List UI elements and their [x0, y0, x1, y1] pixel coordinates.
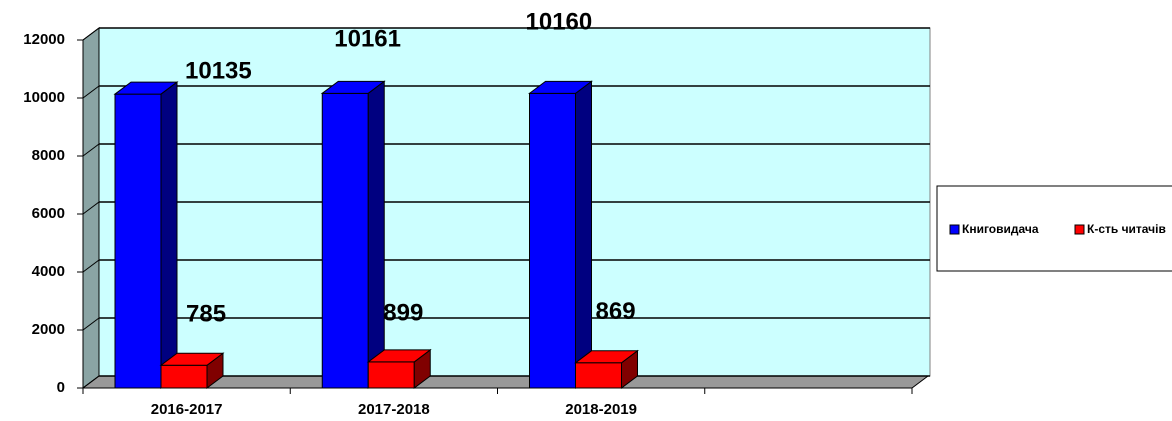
bar — [366, 348, 432, 389]
grid-line — [82, 143, 100, 157]
y-tick-label: 2000 — [32, 321, 65, 338]
y-tick-label: 10000 — [23, 89, 65, 106]
bar — [528, 80, 593, 389]
bar-face — [113, 81, 179, 95]
bar — [159, 352, 225, 389]
bar-face — [160, 364, 208, 389]
grid-line — [82, 375, 100, 389]
bar-face — [367, 361, 415, 389]
grid-line — [82, 27, 100, 41]
bar — [320, 80, 386, 389]
bar-face — [114, 93, 162, 389]
x-tick-label: 2017-2018 — [358, 401, 430, 418]
legend-label: Книговидача — [962, 222, 1039, 236]
value-label: 10135 — [185, 57, 252, 84]
bar-face — [367, 80, 385, 389]
grid-line — [82, 259, 100, 273]
x-tick-label: 2016-2017 — [151, 401, 223, 418]
value-label: 785 — [186, 301, 226, 328]
bar-face — [160, 81, 178, 389]
value-label: 899 — [383, 299, 423, 326]
y-tick-label: 4000 — [32, 263, 65, 280]
bar-face — [159, 352, 225, 366]
y-tick-label: 0 — [57, 379, 65, 396]
x-tick-label: 2018-2019 — [565, 401, 637, 418]
legend-label: К-сть читачів — [1087, 222, 1166, 236]
bar-face — [528, 80, 593, 94]
legend-swatch — [949, 224, 960, 235]
bar-face — [366, 349, 432, 363]
value-label: 10161 — [334, 26, 401, 53]
grid-line — [82, 201, 100, 215]
bar-face — [574, 350, 639, 364]
bar — [574, 349, 639, 389]
grid-line — [82, 317, 100, 331]
y-tick-label: 12000 — [23, 31, 65, 48]
value-label: 10160 — [526, 9, 593, 36]
bar-face — [575, 362, 622, 389]
bar-face — [321, 92, 369, 389]
y-tick-label: 8000 — [32, 147, 65, 164]
y-tick-label: 6000 — [32, 205, 65, 222]
bar — [113, 81, 179, 389]
bar-face — [320, 80, 386, 94]
value-label: 869 — [596, 298, 636, 325]
legend-box — [936, 185, 1172, 272]
bar-face — [529, 92, 576, 389]
legend-swatch — [1074, 224, 1085, 235]
bar-face — [575, 80, 592, 389]
grid-line — [82, 85, 100, 99]
